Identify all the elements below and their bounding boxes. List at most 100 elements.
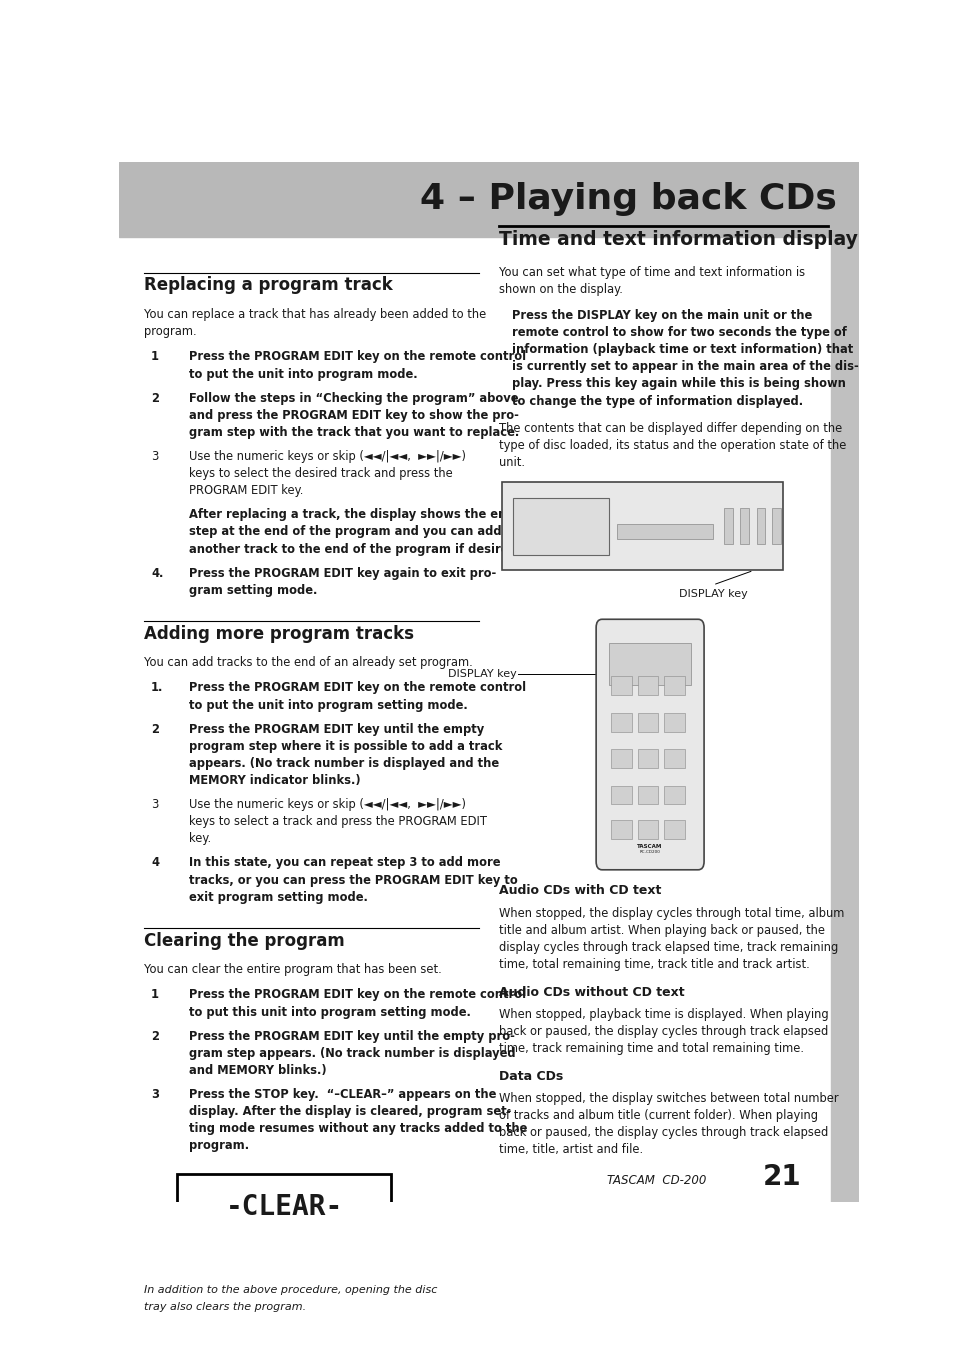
Text: Clearing the program: Clearing the program — [144, 931, 344, 949]
Text: keys to select a track and press the PROGRAM EDIT: keys to select a track and press the PRO… — [190, 815, 487, 828]
Text: 3: 3 — [151, 1088, 159, 1102]
Text: MEMORY indicator blinks.): MEMORY indicator blinks.) — [190, 774, 361, 787]
Bar — [663, 676, 684, 695]
Text: RC-CD200: RC-CD200 — [639, 850, 659, 855]
Text: back or paused, the display cycles through track elapsed: back or paused, the display cycles throu… — [498, 1025, 827, 1038]
Text: Use the numeric keys or skip (◄◄/|◄◄,  ►►|/►►): Use the numeric keys or skip (◄◄/|◄◄, ►►… — [190, 798, 466, 811]
Text: 1.: 1. — [151, 682, 163, 694]
Text: TASCAM  CD-200: TASCAM CD-200 — [606, 1174, 706, 1187]
Text: Follow the steps in “Checking the program” above: Follow the steps in “Checking the progra… — [190, 392, 518, 405]
Text: gram step appears. (No track number is displayed: gram step appears. (No track number is d… — [190, 1046, 516, 1060]
Bar — [756, 508, 764, 544]
Text: Press the PROGRAM EDIT key until the empty pro-: Press the PROGRAM EDIT key until the emp… — [190, 1030, 515, 1042]
Text: to put the unit into program mode.: to put the unit into program mode. — [190, 367, 417, 381]
Bar — [501, 482, 782, 571]
Bar — [663, 786, 684, 805]
Text: 4: 4 — [151, 856, 159, 869]
Text: You can replace a track that has already been added to the: You can replace a track that has already… — [144, 308, 485, 320]
Bar — [637, 786, 658, 805]
Text: Press the PROGRAM EDIT key until the empty: Press the PROGRAM EDIT key until the emp… — [190, 722, 484, 736]
Text: You can clear the entire program that has been set.: You can clear the entire program that ha… — [144, 963, 441, 976]
Text: Press the STOP key.  “–CLEAR–” appears on the: Press the STOP key. “–CLEAR–” appears on… — [190, 1088, 497, 1102]
Text: 1: 1 — [151, 351, 159, 363]
Text: and press the PROGRAM EDIT key to show the pro-: and press the PROGRAM EDIT key to show t… — [190, 409, 518, 421]
Text: Press the PROGRAM EDIT key again to exit pro-: Press the PROGRAM EDIT key again to exit… — [190, 567, 497, 579]
Bar — [740, 508, 748, 544]
Text: to change the type of information displayed.: to change the type of information displa… — [512, 394, 802, 408]
Bar — [617, 524, 712, 539]
Text: Time and text information display: Time and text information display — [498, 230, 857, 248]
Text: Press the PROGRAM EDIT key on the remote control: Press the PROGRAM EDIT key on the remote… — [190, 351, 526, 363]
Text: program.: program. — [190, 1139, 250, 1153]
Text: 3: 3 — [151, 450, 158, 463]
Text: Adding more program tracks: Adding more program tracks — [144, 625, 414, 643]
Text: is currently set to appear in the main area of the dis-: is currently set to appear in the main a… — [512, 360, 858, 374]
Text: NOTE: NOTE — [156, 1265, 186, 1276]
Bar — [119, 162, 858, 236]
Bar — [610, 786, 631, 805]
Bar — [637, 676, 658, 695]
Text: title and album artist. When playing back or paused, the: title and album artist. When playing bac… — [498, 923, 823, 937]
Text: Use the numeric keys or skip (◄◄/|◄◄,  ►►|/►►): Use the numeric keys or skip (◄◄/|◄◄, ►►… — [190, 450, 466, 463]
Bar — [144, 1260, 199, 1281]
Text: In this state, you can repeat step 3 to add more: In this state, you can repeat step 3 to … — [190, 856, 500, 869]
Bar — [513, 498, 609, 555]
Text: -CLEAR-: -CLEAR- — [225, 1193, 342, 1222]
Text: appears. (No track number is displayed and the: appears. (No track number is displayed a… — [190, 757, 499, 769]
Text: gram setting mode.: gram setting mode. — [190, 583, 317, 597]
Bar — [637, 749, 658, 768]
Bar — [610, 713, 631, 732]
Text: of tracks and album title (current folder). When playing: of tracks and album title (current folde… — [498, 1110, 817, 1122]
Text: You can set what type of time and text information is: You can set what type of time and text i… — [498, 266, 803, 279]
Text: gram step with the track that you want to replace.: gram step with the track that you want t… — [190, 425, 519, 439]
Text: shown on the display.: shown on the display. — [498, 284, 621, 296]
Bar — [610, 819, 631, 838]
Text: time, total remaining time, track title and track artist.: time, total remaining time, track title … — [498, 958, 808, 971]
Text: unit.: unit. — [498, 456, 524, 470]
Text: exit program setting mode.: exit program setting mode. — [190, 891, 368, 903]
Text: Press the PROGRAM EDIT key on the remote control: Press the PROGRAM EDIT key on the remote… — [190, 988, 526, 1002]
Bar — [610, 676, 631, 695]
Text: When stopped, the display switches between total number: When stopped, the display switches betwe… — [498, 1092, 838, 1104]
Text: Press the PROGRAM EDIT key on the remote control: Press the PROGRAM EDIT key on the remote… — [190, 682, 526, 694]
Text: remote control to show for two seconds the type of: remote control to show for two seconds t… — [512, 325, 846, 339]
Text: DISPLAY key: DISPLAY key — [448, 670, 517, 679]
Text: You can add tracks to the end of an already set program.: You can add tracks to the end of an alre… — [144, 656, 472, 668]
Text: tray also clears the program.: tray also clears the program. — [144, 1301, 306, 1312]
Text: tracks, or you can press the PROGRAM EDIT key to: tracks, or you can press the PROGRAM EDI… — [190, 873, 517, 887]
Text: 21: 21 — [761, 1164, 801, 1191]
Text: program step where it is possible to add a track: program step where it is possible to add… — [190, 740, 502, 753]
Bar — [771, 508, 781, 544]
Text: play. Press this key again while this is being shown: play. Press this key again while this is… — [512, 378, 844, 390]
Text: Data CDs: Data CDs — [498, 1069, 562, 1083]
Text: time, track remaining time and total remaining time.: time, track remaining time and total rem… — [498, 1042, 802, 1056]
Text: key.: key. — [190, 833, 212, 845]
Bar — [663, 713, 684, 732]
Bar — [637, 819, 658, 838]
Text: ting mode resumes without any tracks added to the: ting mode resumes without any tracks add… — [190, 1122, 527, 1135]
Text: display cycles through track elapsed time, track remaining: display cycles through track elapsed tim… — [498, 941, 837, 954]
Text: Audio CDs with CD text: Audio CDs with CD text — [498, 884, 660, 898]
Text: to put this unit into program setting mode.: to put this unit into program setting mo… — [190, 1006, 471, 1019]
Text: When stopped, playback time is displayed. When playing: When stopped, playback time is displayed… — [498, 1008, 827, 1021]
Text: and MEMORY blinks.): and MEMORY blinks.) — [190, 1064, 327, 1077]
Text: 4 – Playing back CDs: 4 – Playing back CDs — [419, 182, 836, 216]
Bar — [609, 643, 690, 684]
Text: TASCAM: TASCAM — [637, 844, 662, 849]
Bar — [723, 508, 732, 544]
Text: 2: 2 — [151, 1030, 159, 1042]
FancyBboxPatch shape — [596, 620, 703, 869]
Text: 2: 2 — [151, 392, 159, 405]
Bar — [176, 1173, 391, 1241]
Text: The contents that can be displayed differ depending on the: The contents that can be displayed diffe… — [498, 423, 841, 435]
Bar — [663, 749, 684, 768]
Text: 3: 3 — [151, 798, 158, 811]
Text: After replacing a track, the display shows the empty: After replacing a track, the display sho… — [190, 508, 532, 521]
Text: 1: 1 — [151, 988, 159, 1002]
Text: display. After the display is cleared, program set-: display. After the display is cleared, p… — [190, 1106, 512, 1118]
Text: Audio CDs without CD text: Audio CDs without CD text — [498, 986, 683, 999]
Bar — [610, 749, 631, 768]
Text: information (playback time or text information) that: information (playback time or text infor… — [512, 343, 852, 356]
Text: Replacing a program track: Replacing a program track — [144, 277, 392, 294]
Text: time, title, artist and file.: time, title, artist and file. — [498, 1143, 642, 1157]
